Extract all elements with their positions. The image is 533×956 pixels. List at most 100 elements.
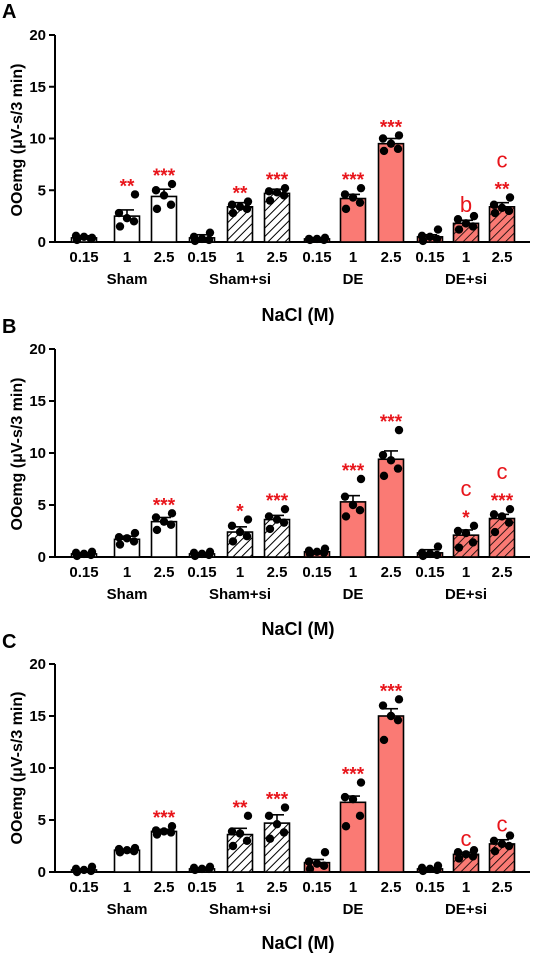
data-point: [379, 471, 389, 481]
significance-marker: ***: [342, 765, 365, 786]
data-point: [87, 547, 97, 556]
x-tick-label: 1: [462, 249, 470, 266]
data-point: [166, 200, 176, 209]
significance-marker: ***: [266, 170, 289, 191]
y-tick-label: 15: [29, 393, 46, 410]
significance-marker: *: [236, 502, 244, 523]
data-point: [235, 527, 245, 537]
panel-letter: C: [2, 631, 16, 653]
data-point: [378, 701, 388, 710]
data-point: [280, 803, 290, 812]
data-point: [205, 547, 215, 556]
data-point: [114, 208, 124, 218]
x-tick-label: 0.15: [69, 564, 98, 581]
x-tick-label: 0.15: [302, 564, 331, 581]
data-point: [122, 213, 132, 223]
data-point: [490, 847, 500, 856]
significance-marker: ***: [380, 412, 403, 433]
x-tick-label: 2.5: [267, 879, 288, 896]
panel-b: B OOemg (μV-s/3 min) NaCl (M) 0 5 10 15 20 0.…: [2, 316, 530, 639]
data-point: [348, 795, 358, 804]
data-point: [115, 222, 125, 231]
data-point: [71, 231, 81, 240]
data-point: [355, 198, 365, 207]
x-tick-label: 0.15: [415, 249, 444, 266]
data-point: [394, 695, 404, 704]
data-point: [279, 191, 289, 200]
data-point: [243, 811, 253, 821]
data-point: [454, 543, 464, 552]
x-tick-label: 0.15: [69, 879, 98, 896]
data-point: [356, 778, 366, 787]
data-point: [279, 518, 289, 527]
data-point: [159, 191, 169, 200]
data-point: [151, 826, 161, 835]
significance-marker: ***: [491, 491, 514, 512]
data-point: [312, 547, 322, 556]
significance-marker: **: [495, 179, 510, 200]
data-point: [341, 204, 351, 214]
group-label: Sham: [107, 901, 148, 918]
data-point: [243, 515, 253, 524]
data-point: [197, 234, 207, 244]
data-point: [265, 524, 275, 534]
data-point: [122, 845, 132, 855]
data-point: [319, 861, 329, 870]
group-label: Sham: [107, 271, 148, 288]
data-point: [320, 544, 330, 553]
data-point: [490, 527, 500, 537]
group-label: DE+si: [445, 901, 487, 918]
data-point: [159, 517, 169, 526]
data-point: [469, 845, 479, 855]
data-point: [489, 836, 499, 845]
panel-letter: A: [2, 1, 16, 23]
data-point: [235, 202, 245, 212]
data-point: [340, 190, 350, 199]
data-point: [151, 186, 161, 195]
data-point: [386, 456, 396, 465]
data-point: [468, 852, 478, 861]
y-tick-label: 0: [38, 864, 46, 881]
data-point: [130, 528, 140, 538]
data-point: [393, 715, 403, 725]
significance-marker: **: [233, 798, 248, 819]
x-tick-label: 1: [123, 879, 131, 896]
data-point: [227, 200, 237, 209]
data-point: [378, 450, 388, 460]
data-point: [461, 219, 471, 228]
data-point: [129, 217, 139, 226]
data-point: [425, 232, 435, 242]
data-point: [228, 537, 238, 546]
data-point: [272, 819, 282, 829]
data-point: [340, 492, 350, 501]
data-point: [386, 139, 396, 148]
data-point: [505, 504, 515, 514]
x-axis-label: NaCl (M): [262, 305, 335, 325]
data-point: [393, 464, 403, 473]
significance-marker: ***: [380, 681, 403, 702]
data-point: [393, 144, 403, 154]
data-point: [417, 863, 427, 873]
y-tick-label: 0: [38, 549, 46, 566]
data-point: [320, 233, 330, 243]
data-point: [433, 542, 443, 551]
data-point: [489, 200, 499, 209]
data-point: [114, 844, 124, 854]
data-point: [453, 526, 463, 536]
data-point: [235, 829, 245, 838]
data-point: [505, 193, 515, 202]
data-point: [461, 528, 471, 538]
x-axis-label: NaCl (M): [262, 619, 335, 639]
x-tick-label: 2.5: [492, 249, 513, 266]
y-tick-label: 15: [29, 708, 46, 725]
group-label: Sham+si: [209, 586, 271, 603]
group-label: DE: [343, 901, 364, 918]
data-point: [417, 548, 427, 558]
data-point: [468, 538, 478, 547]
panel-a: A OOemg (μV-s/3 min) NaCl (M) 0 5 10 15 20 0.…: [2, 1, 530, 325]
data-point: [79, 232, 89, 242]
data-point: [205, 862, 215, 871]
y-tick-label: 5: [38, 182, 46, 199]
data-point: [490, 208, 500, 218]
x-tick-label: 0.15: [302, 879, 331, 896]
